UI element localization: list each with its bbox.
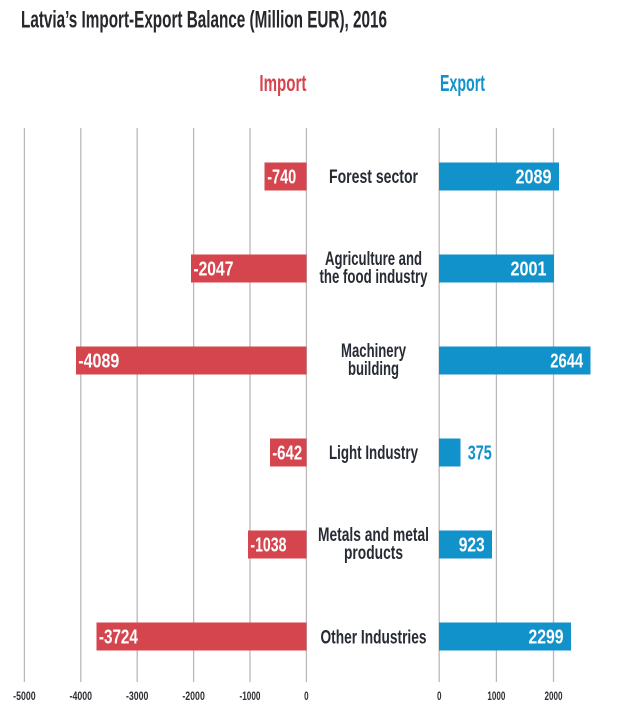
svg-text:923: 923 xyxy=(459,535,485,557)
svg-text:0: 0 xyxy=(437,689,442,703)
svg-text:Metals and metal: Metals and metal xyxy=(318,524,429,546)
svg-text:2644: 2644 xyxy=(550,351,584,373)
svg-text:-5000: -5000 xyxy=(13,689,36,703)
svg-text:375: 375 xyxy=(468,443,492,465)
svg-text:-3000: -3000 xyxy=(126,689,149,703)
svg-text:Other Industries: Other Industries xyxy=(321,626,427,648)
svg-text:-1038: -1038 xyxy=(250,535,286,557)
svg-text:1000: 1000 xyxy=(487,689,505,703)
svg-text:Machinery: Machinery xyxy=(341,340,406,362)
svg-text:building: building xyxy=(348,358,399,380)
svg-text:Latvia’s Import-Export Balance: Latvia’s Import-Export Balance (Million … xyxy=(21,6,387,33)
svg-text:Agriculture and: Agriculture and xyxy=(325,248,422,270)
svg-text:-740: -740 xyxy=(267,167,296,189)
svg-text:2089: 2089 xyxy=(516,167,552,189)
svg-text:the food industry: the food industry xyxy=(320,266,428,288)
svg-text:2000: 2000 xyxy=(545,689,563,703)
svg-text:-1000: -1000 xyxy=(240,689,261,703)
svg-text:Forest sector: Forest sector xyxy=(329,166,418,188)
svg-text:0: 0 xyxy=(304,689,309,703)
svg-text:-4000: -4000 xyxy=(70,689,93,703)
svg-text:products: products xyxy=(344,542,403,564)
svg-text:-642: -642 xyxy=(272,443,302,465)
svg-text:Export: Export xyxy=(440,70,485,96)
svg-text:-2000: -2000 xyxy=(182,689,205,703)
svg-text:Import: Import xyxy=(259,70,306,96)
svg-text:-3724: -3724 xyxy=(99,627,139,649)
svg-text:-4089: -4089 xyxy=(78,351,119,373)
svg-text:-2047: -2047 xyxy=(193,259,233,281)
svg-text:2299: 2299 xyxy=(529,627,564,649)
svg-text:Light Industry: Light Industry xyxy=(329,442,418,464)
svg-text:2001: 2001 xyxy=(511,259,547,281)
